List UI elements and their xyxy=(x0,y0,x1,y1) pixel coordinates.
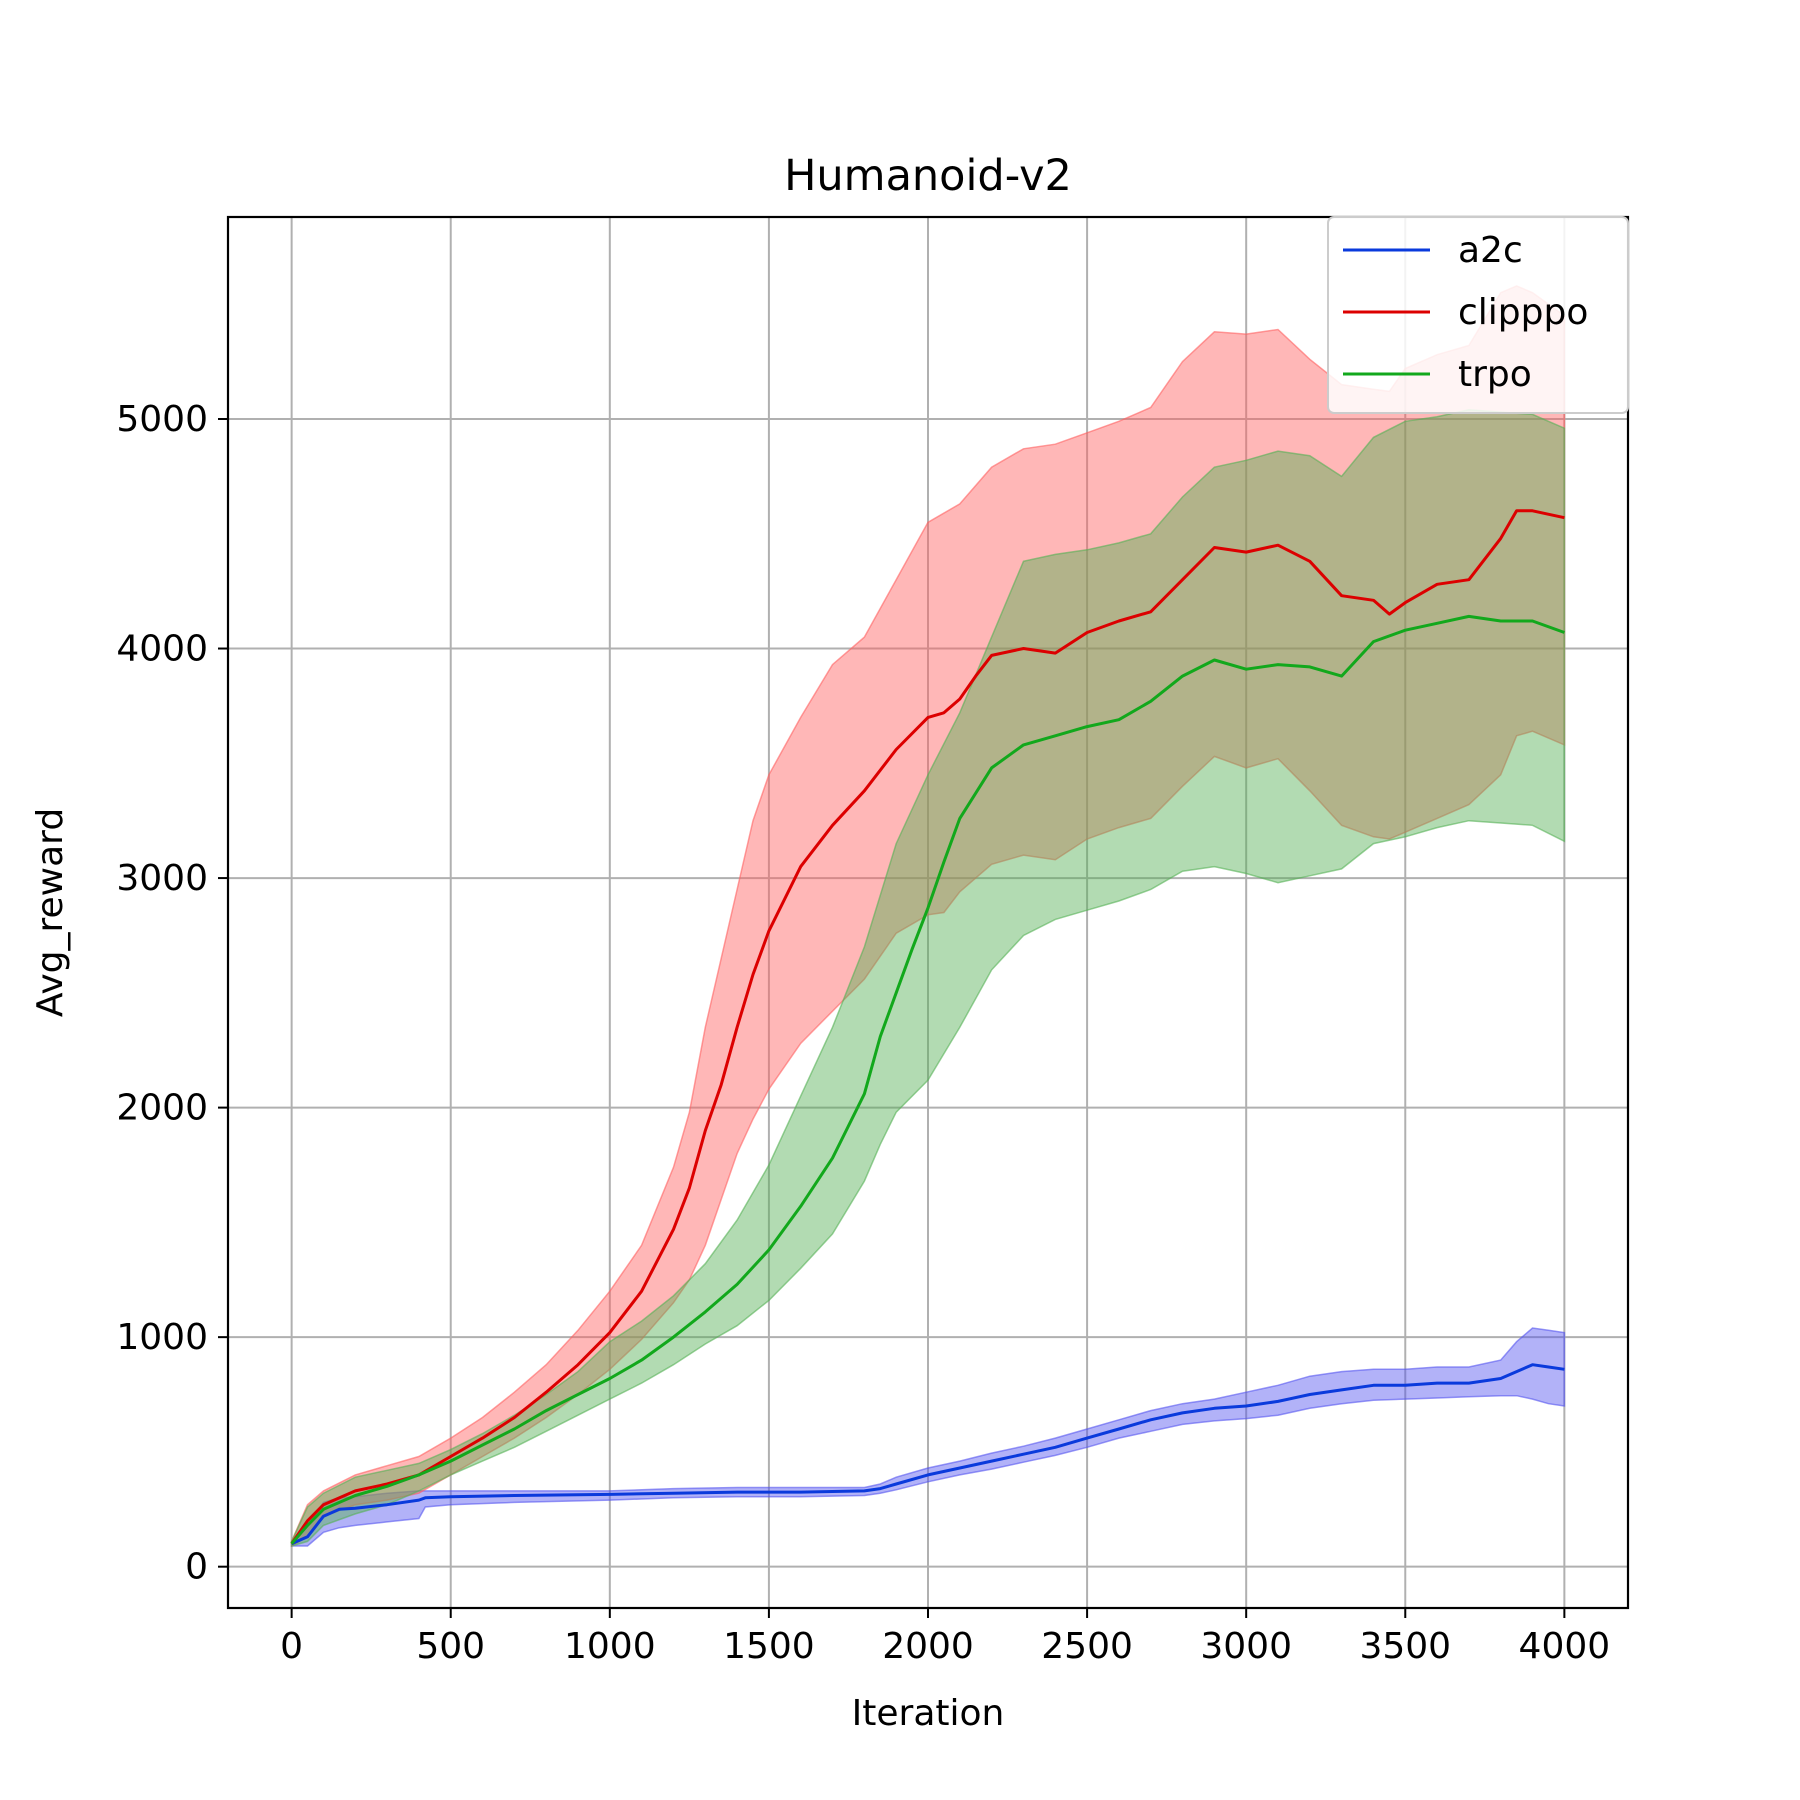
y-tick-label: 2000 xyxy=(116,1088,208,1129)
grid xyxy=(228,217,1628,1608)
band-trpo xyxy=(290,409,1566,1547)
series-lines xyxy=(290,509,1565,1546)
x-tick-label: 0 xyxy=(280,1626,303,1667)
legend-label-trpo: trpo xyxy=(1458,354,1532,395)
x-tick-label: 1500 xyxy=(723,1626,815,1667)
y-tick-label: 5000 xyxy=(116,399,208,440)
x-tick-label: 2500 xyxy=(1041,1626,1133,1667)
x-tick-label: 4000 xyxy=(1519,1626,1611,1667)
y-tick-label: 4000 xyxy=(116,629,208,670)
line-a2c xyxy=(291,1363,1565,1546)
legend-box xyxy=(1327,216,1629,414)
x-tick-label: 3000 xyxy=(1200,1626,1292,1667)
x-tick-label: 1000 xyxy=(564,1626,656,1667)
y-tick-label: 0 xyxy=(185,1547,208,1588)
line-trpo xyxy=(290,614,1565,1545)
legend-label-clipppo: clipppo xyxy=(1458,292,1588,333)
x-tick-label: 2000 xyxy=(882,1626,974,1667)
legend-label-a2c: a2c xyxy=(1458,230,1523,271)
y-tick-label: 3000 xyxy=(116,858,208,899)
line-clipppo xyxy=(290,509,1565,1545)
x-axis-label: Iteration xyxy=(852,1693,1005,1734)
band-a2c xyxy=(290,1327,1566,1547)
y-tick-label: 1000 xyxy=(116,1317,208,1358)
band-clipppo xyxy=(290,285,1566,1548)
legend: a2c clipppo trpo xyxy=(1327,216,1629,414)
axis-ticks: 0 500 1000 1500 2000 2500 3000 3500 4000 0 1000 200… xyxy=(116,399,1610,1667)
confidence-bands xyxy=(290,285,1566,1548)
x-tick-label: 500 xyxy=(416,1626,485,1667)
y-axis-label: Avg_reward xyxy=(30,808,71,1017)
x-tick-label: 3500 xyxy=(1359,1626,1451,1667)
chart-title: Humanoid-v2 xyxy=(784,151,1072,201)
